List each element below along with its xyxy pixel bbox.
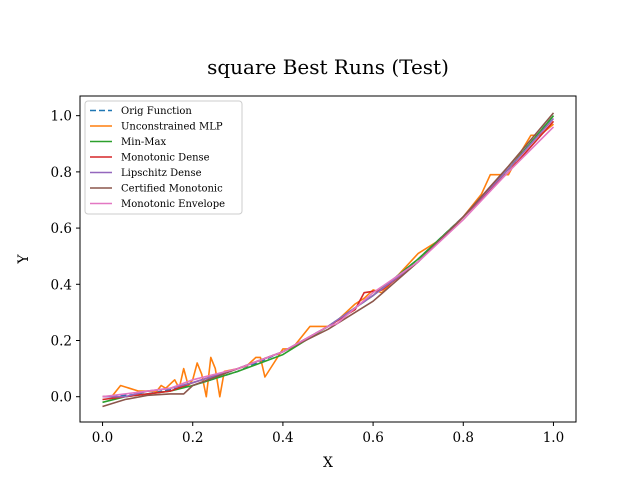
x-tick-label: 1.0 xyxy=(543,430,564,446)
x-tick-label: 0.0 xyxy=(92,430,113,446)
legend-entry-5: Certified Monotonic xyxy=(121,184,223,195)
x-tick-label: 0.8 xyxy=(453,430,474,446)
legend-entry-3: Monotonic Dense xyxy=(121,153,210,164)
y-tick-label: 1.0 xyxy=(51,109,72,125)
plot-area xyxy=(102,112,555,408)
legend-entry-2: Min-Max xyxy=(121,137,166,148)
x-tick-label: 0.2 xyxy=(182,430,203,446)
y-tick-label: 0.4 xyxy=(51,277,72,293)
y-tick-label: 0.6 xyxy=(51,221,72,237)
x-tick-label: 0.4 xyxy=(272,430,293,446)
y-tick-label: 0.8 xyxy=(51,165,72,181)
axis-ticks: 0.0 0.2 0.4 0.6 0.8 1.0 0.0 0.2 0.4 0.6 0.8 1.0 xyxy=(51,109,565,446)
legend-entry-6: Monotonic Envelope xyxy=(121,199,225,210)
y-axis-label: Y xyxy=(16,254,32,265)
legend-box xyxy=(84,100,243,215)
x-tick-label: 0.6 xyxy=(362,430,383,446)
y-tick-label: 0.2 xyxy=(51,334,72,350)
series-line-6 xyxy=(102,126,555,398)
legend-entry-4: Lipschitz Dense xyxy=(121,168,202,179)
legend: Orig Function Unconstrained MLP Min-Max Mon… xyxy=(84,100,243,215)
y-tick-label: 0.0 xyxy=(51,390,72,406)
legend-entry-0: Orig Function xyxy=(121,106,192,117)
axes-frame xyxy=(79,95,577,423)
chart-title: square Best Runs (Test) xyxy=(207,55,449,79)
legend-entry-1: Unconstrained MLP xyxy=(121,122,223,133)
x-axis-label: X xyxy=(323,455,333,471)
